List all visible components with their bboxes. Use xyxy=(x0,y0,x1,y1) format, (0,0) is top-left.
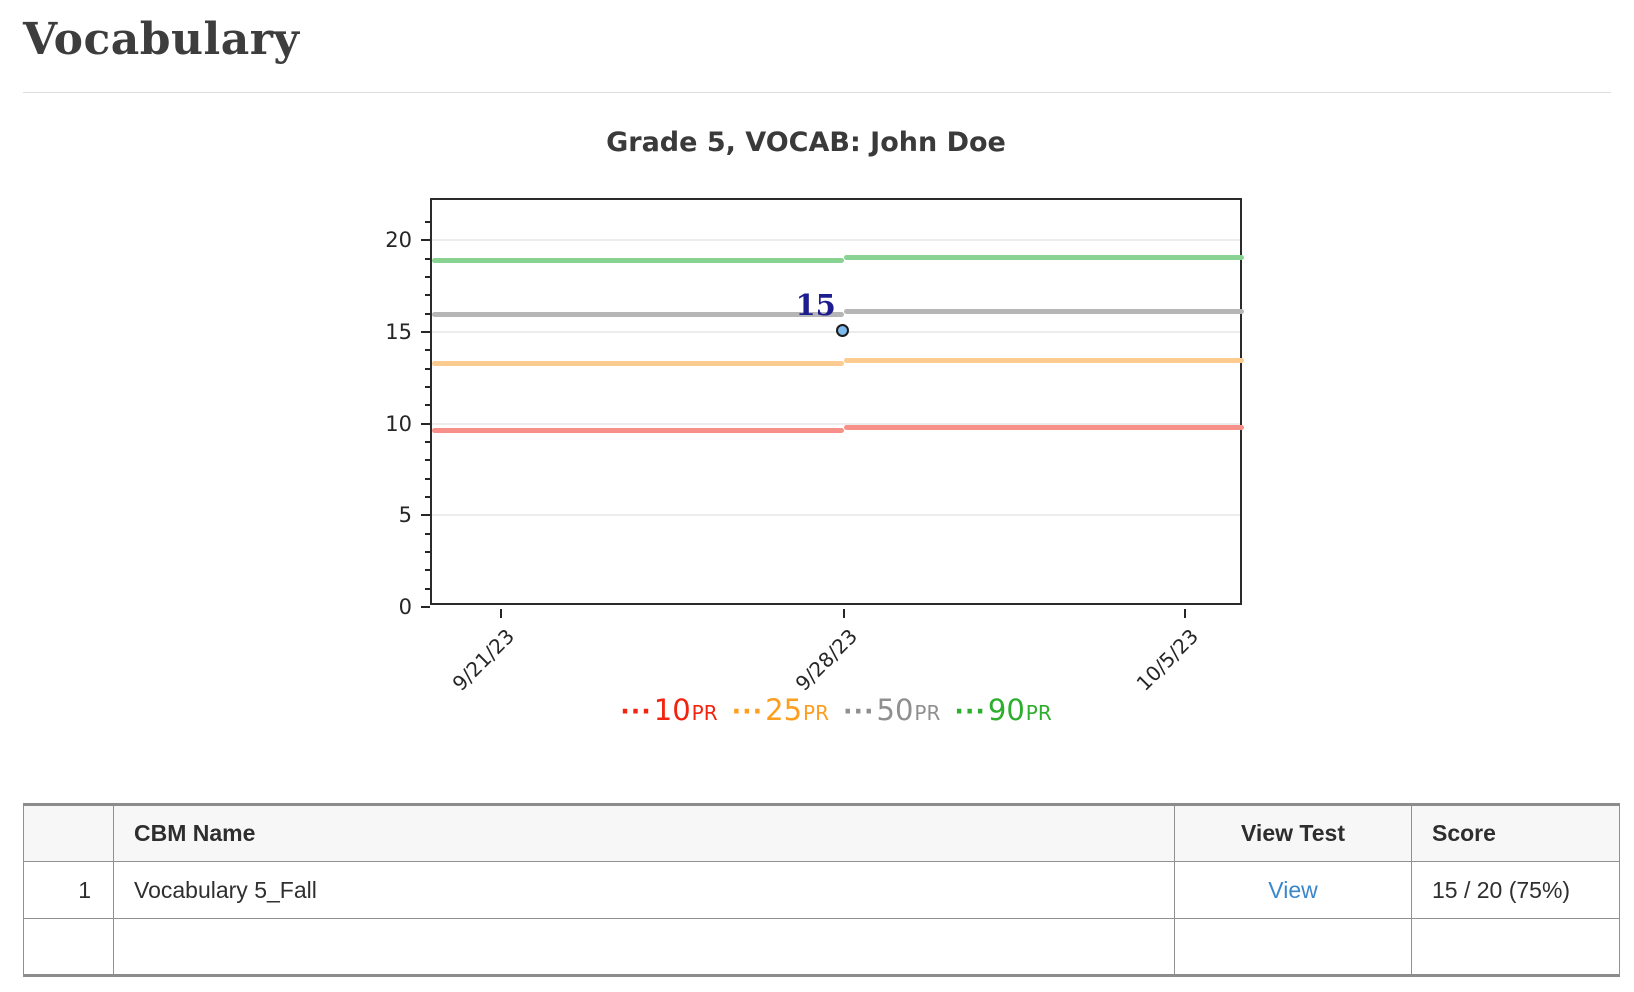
legend-percentile-suffix: PR xyxy=(691,701,718,725)
table-row-empty xyxy=(23,918,1620,976)
legend-line-sample: ··· xyxy=(620,697,652,726)
legend-percentile-suffix: PR xyxy=(803,701,829,725)
y-axis-minor-tick xyxy=(425,294,430,297)
legend-percentile-suffix: PR xyxy=(914,701,941,725)
legend-line-sample: ··· xyxy=(731,697,764,726)
title-divider xyxy=(23,92,1611,93)
view-test-column-header: View Test xyxy=(1174,804,1412,862)
percentile-band-90pr xyxy=(843,255,1244,261)
cbm-name-column-header: CBM Name xyxy=(113,804,1175,862)
y-axis-minor-tick xyxy=(425,587,430,590)
chart-plot-area: 0 5 10 15 20 9/21/23 9/28/23 10/5/23 15 xyxy=(385,198,1244,695)
y-axis-minor-tick xyxy=(425,221,430,223)
legend-percentile-number: 50 xyxy=(876,693,914,727)
y-axis-major-tick xyxy=(421,239,430,242)
row-index: 1 xyxy=(23,861,114,919)
y-axis-minor-tick xyxy=(425,569,430,572)
gridline xyxy=(432,422,1240,425)
x-axis-tick xyxy=(500,609,503,618)
empty-cell xyxy=(1174,918,1412,976)
percentile-band-25pr xyxy=(432,360,844,366)
y-axis-minor-tick xyxy=(425,496,430,498)
y-axis-minor-tick xyxy=(425,367,430,370)
y-axis-minor-tick xyxy=(425,312,430,315)
y-axis-tick-label: 10 xyxy=(385,411,412,436)
x-axis-date-text: 10/5/23 xyxy=(1131,624,1203,696)
legend-percentile-number: 10 xyxy=(653,693,691,727)
legend-line-sample: ··· xyxy=(954,697,986,726)
y-axis-minor-tick xyxy=(425,404,430,407)
y-axis-minor-tick xyxy=(425,441,430,443)
percentile-band-50pr xyxy=(843,309,1244,315)
percentile-band-25pr xyxy=(843,357,1244,363)
y-axis-major-tick xyxy=(421,514,430,517)
score-cell: 15 / 20 (75%) xyxy=(1411,861,1620,919)
index-column-header xyxy=(23,804,114,862)
percentile-band-10pr xyxy=(432,427,844,433)
percentile-band-10pr xyxy=(843,424,1244,430)
score-point-label: 15 xyxy=(795,288,836,322)
chart-legend: ··· 10 PR ··· 25 PR ··· 50 PR ··· 90 PR xyxy=(430,693,1242,727)
y-axis-minor-tick xyxy=(425,459,430,462)
gridline xyxy=(432,239,1240,242)
legend-item-50pr: ··· 50 PR xyxy=(843,693,940,727)
x-axis-date-text: 9/21/23 xyxy=(447,624,520,696)
y-axis-tick-label: 20 xyxy=(385,228,412,253)
table-row: 1 Vocabulary 5_Fall View 15 / 20 (75%) xyxy=(23,861,1620,919)
view-test-cell: View xyxy=(1174,861,1412,919)
legend-item-10pr: ··· 10 PR xyxy=(620,693,717,727)
legend-percentile-suffix: PR xyxy=(1025,701,1052,725)
empty-cell xyxy=(1411,918,1620,976)
empty-cell xyxy=(113,918,1175,976)
vocabulary-progress-chart: Grade 5, VOCAB: John Doe 0 5 10 15 20 9/21/23… xyxy=(385,126,1244,727)
y-axis-minor-tick xyxy=(425,386,430,388)
score-column-header: Score xyxy=(1411,804,1620,862)
y-axis-minor-tick xyxy=(425,551,430,553)
y-axis-major-tick xyxy=(421,331,430,333)
y-axis-tick-label: 5 xyxy=(398,503,412,528)
y-axis-tick-label: 0 xyxy=(398,595,412,619)
legend-line-sample: ··· xyxy=(843,697,875,726)
y-axis-tick-label: 15 xyxy=(385,320,412,344)
legend-percentile-number: 90 xyxy=(987,693,1025,727)
gridline xyxy=(432,514,1240,517)
legend-item-90pr: ··· 90 PR xyxy=(954,693,1051,727)
y-axis-minor-tick xyxy=(425,477,430,480)
score-point xyxy=(835,324,849,337)
cbm-results-table: CBM Name View Test Score 1 Vocabulary 5_… xyxy=(23,803,1620,977)
legend-percentile-number: 25 xyxy=(765,693,803,727)
x-axis-tick xyxy=(1183,609,1186,618)
x-axis-tick-label: 9/21/23 xyxy=(425,624,519,695)
cbm-name-cell: Vocabulary 5_Fall xyxy=(113,861,1175,919)
y-axis-minor-tick xyxy=(425,532,430,535)
empty-cell xyxy=(23,918,114,976)
x-axis-date-text: 9/28/23 xyxy=(790,624,862,696)
y-axis-major-tick xyxy=(421,606,430,608)
y-axis-minor-tick xyxy=(425,276,430,278)
page-title: Vocabulary xyxy=(23,14,300,65)
x-axis-tick-label: 10/5/23 xyxy=(1109,624,1202,695)
legend-item-25pr: ··· 25 PR xyxy=(732,693,829,727)
percentile-band-90pr xyxy=(432,258,844,263)
y-axis-major-tick xyxy=(421,422,430,425)
percentile-band-50pr xyxy=(432,312,844,318)
y-axis-minor-tick xyxy=(425,257,430,260)
chart-title: Grade 5, VOCAB: John Doe xyxy=(606,127,1006,158)
table-header-row: CBM Name View Test Score xyxy=(23,804,1620,862)
x-axis-tick xyxy=(842,609,845,618)
x-axis-tick-label: 9/28/23 xyxy=(768,624,861,695)
view-test-link[interactable]: View xyxy=(1268,876,1318,903)
y-axis-minor-tick xyxy=(425,349,430,352)
